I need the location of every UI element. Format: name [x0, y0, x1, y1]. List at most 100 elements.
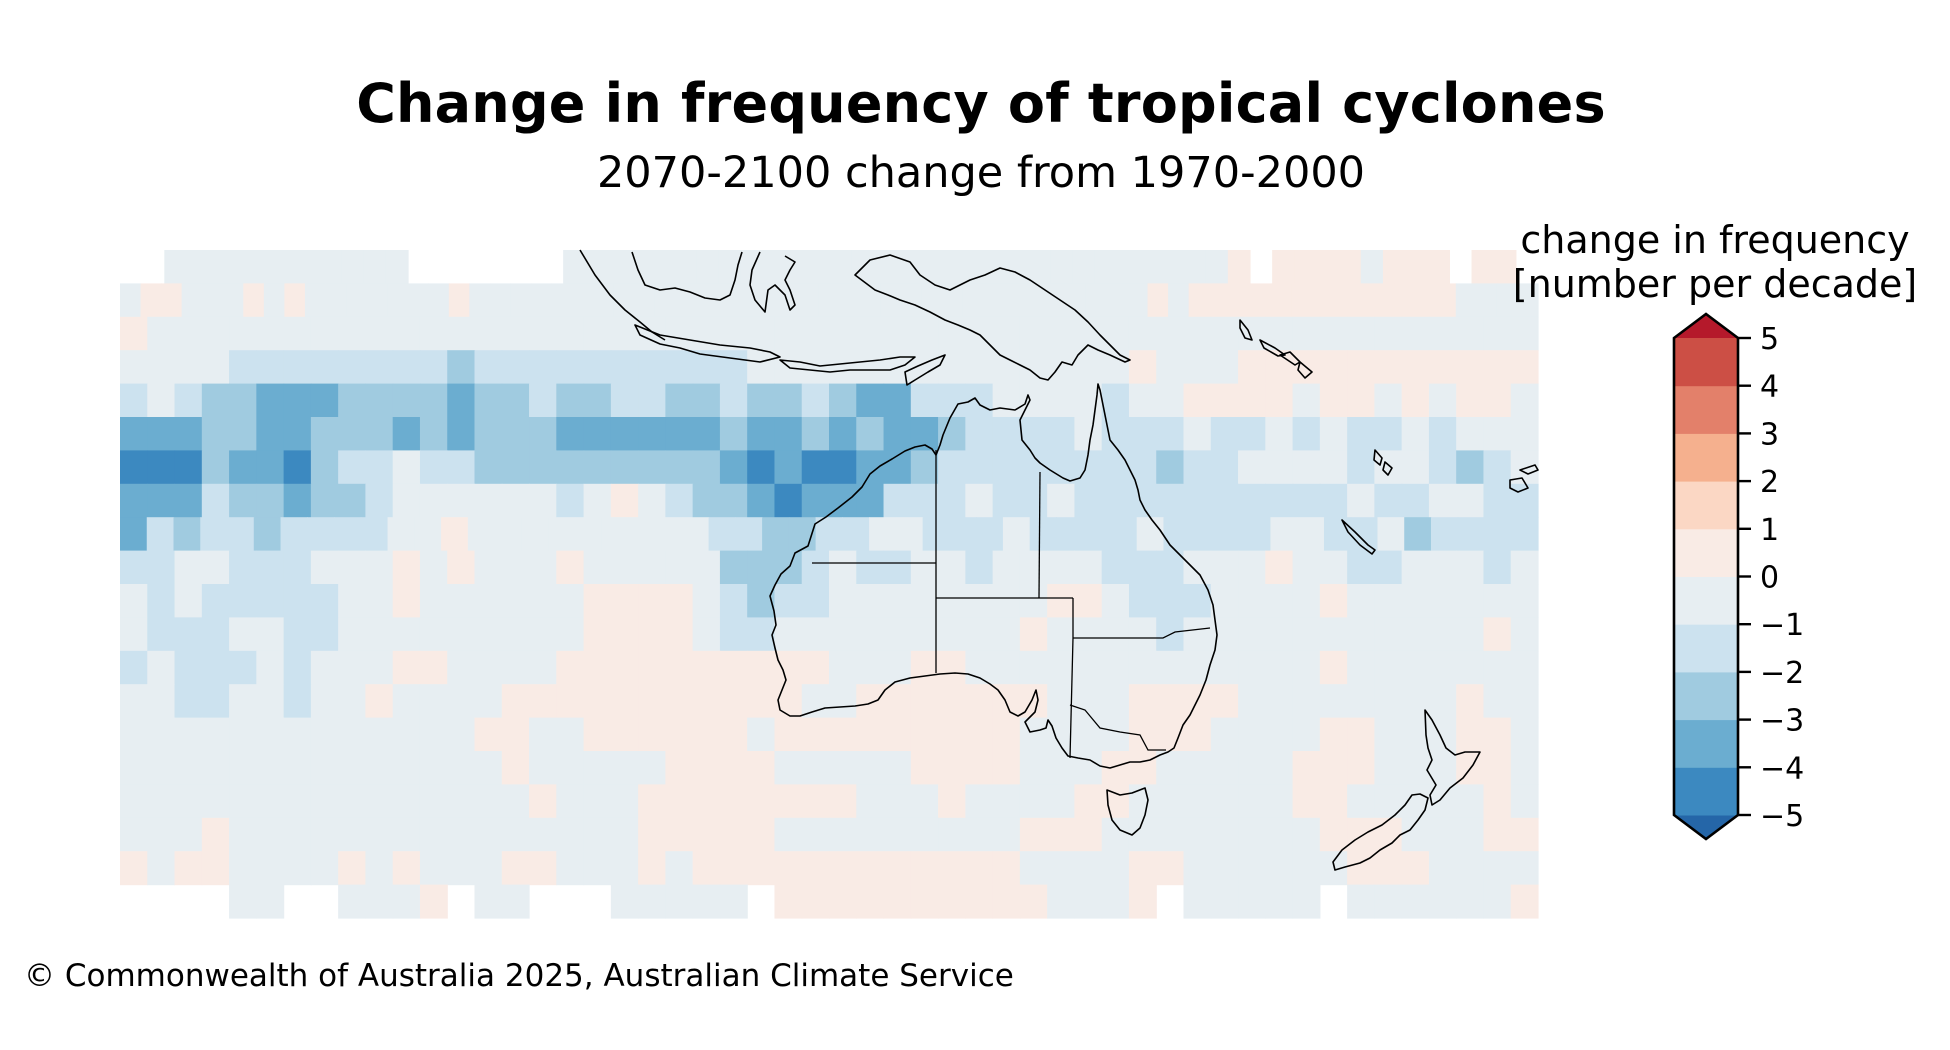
heatmap-cell	[201, 851, 230, 886]
heatmap-cell	[1401, 316, 1430, 351]
heatmap-cell	[1101, 450, 1130, 485]
heatmap-cell	[365, 784, 394, 819]
heatmap-cell	[1510, 650, 1539, 685]
heatmap-cell	[1074, 884, 1103, 919]
heatmap-cell	[610, 751, 639, 785]
heatmap-cell	[447, 550, 476, 585]
heatmap-cell	[856, 784, 885, 819]
heatmap-cell	[474, 817, 503, 852]
heatmap-cell	[1183, 751, 1212, 785]
heatmap-cell	[310, 417, 339, 451]
heatmap-cell	[366, 283, 388, 318]
heatmap-cell	[1210, 383, 1239, 418]
heatmap-cell	[801, 851, 830, 886]
heatmap-cell	[556, 751, 585, 785]
heatmap-cell	[338, 550, 367, 585]
heatmap-cell	[1085, 283, 1108, 318]
heatmap-cell	[1156, 851, 1185, 886]
heatmap-cell	[1428, 383, 1457, 418]
heatmap-cell	[1128, 316, 1157, 351]
heatmap-cell	[365, 751, 394, 785]
heatmap-cell	[1457, 517, 1486, 552]
heatmap-cell	[147, 584, 176, 618]
heatmap-cell	[1147, 283, 1169, 318]
heatmap-cell	[774, 584, 803, 618]
heatmap-cell	[1456, 383, 1485, 418]
heatmap-cell	[1510, 717, 1539, 752]
heatmap-cell	[1210, 450, 1239, 485]
heatmap-cell	[1374, 483, 1403, 518]
heatmap-cell	[1056, 517, 1084, 552]
heatmap-cell	[1047, 884, 1076, 919]
heatmap-cell	[1101, 350, 1130, 385]
heatmap-cell	[1101, 584, 1130, 618]
heatmap-cell	[521, 517, 549, 552]
heatmap-cell	[938, 550, 966, 585]
colorbar-segment	[1674, 433, 1738, 482]
heatmap-cell	[529, 584, 557, 618]
heatmap-cell	[801, 450, 830, 485]
heatmap-cell	[501, 584, 530, 618]
heatmap-cell	[1456, 851, 1485, 886]
heatmap-cell	[1156, 450, 1185, 485]
heatmap-cell	[1210, 584, 1239, 618]
heatmap-cell	[283, 550, 312, 585]
heatmap-cell	[387, 517, 415, 552]
heatmap-cell	[407, 283, 429, 318]
heatmap-cell	[387, 283, 409, 318]
heatmap-cell	[174, 350, 203, 385]
heatmap-cell	[801, 550, 830, 585]
heatmap-cell	[638, 450, 666, 485]
heatmap-cell	[147, 617, 176, 652]
heatmap-cell	[256, 483, 285, 518]
heatmap-cell	[1401, 350, 1430, 385]
heatmap-cell	[1347, 350, 1375, 385]
heatmap-cell	[283, 617, 312, 652]
heatmap-cell	[1210, 817, 1239, 852]
heatmap-cell	[747, 483, 776, 518]
heatmap-cell	[965, 450, 994, 485]
heatmap-cells	[120, 250, 1539, 919]
heatmap-cell	[1483, 450, 1512, 485]
heatmap-cell	[1210, 717, 1239, 752]
heatmap-cell	[572, 283, 594, 318]
heatmap-cell	[1128, 817, 1157, 852]
heatmap-cell	[1156, 350, 1185, 385]
heatmap-cell	[1101, 316, 1130, 351]
heatmap-cell	[419, 550, 448, 585]
heatmap-cell	[992, 350, 1021, 385]
heatmap-cell	[692, 584, 721, 618]
heatmap-cell	[1128, 383, 1157, 418]
heatmap-cell	[529, 483, 557, 518]
heatmap-cell	[583, 717, 612, 752]
heatmap-cell	[230, 250, 254, 284]
heatmap-cell	[829, 584, 857, 618]
heatmap-cell	[174, 550, 203, 585]
heatmap-cell	[856, 316, 885, 351]
heatmap-cell	[310, 483, 339, 518]
heatmap-cell	[1456, 650, 1485, 685]
heatmap-cell	[120, 550, 148, 585]
heatmap-cell	[735, 517, 763, 552]
heatmap-cell	[256, 417, 285, 451]
heatmap-cell	[551, 283, 573, 318]
heatmap-cell	[1456, 316, 1485, 351]
heatmap-cell	[474, 684, 503, 719]
heatmap-cell	[529, 316, 557, 351]
heatmap-cell	[392, 884, 421, 919]
heatmap-cell	[338, 383, 367, 418]
heatmap-cell	[200, 517, 228, 552]
heatmap-cell	[120, 450, 148, 485]
heatmap-cell	[1319, 483, 1348, 518]
heatmap-cell	[610, 417, 639, 451]
heatmap-cell	[692, 450, 721, 485]
heatmap-cell	[801, 817, 830, 852]
heatmap-cell	[1292, 617, 1321, 652]
heatmap-cell	[494, 517, 522, 552]
heatmap-cell	[856, 817, 885, 852]
heatmap-cell	[1250, 283, 1272, 318]
heatmap-cell	[1373, 283, 1395, 318]
heatmap-cell	[1428, 884, 1457, 919]
heatmap-cell	[392, 584, 421, 618]
heatmap-cell	[610, 784, 639, 819]
